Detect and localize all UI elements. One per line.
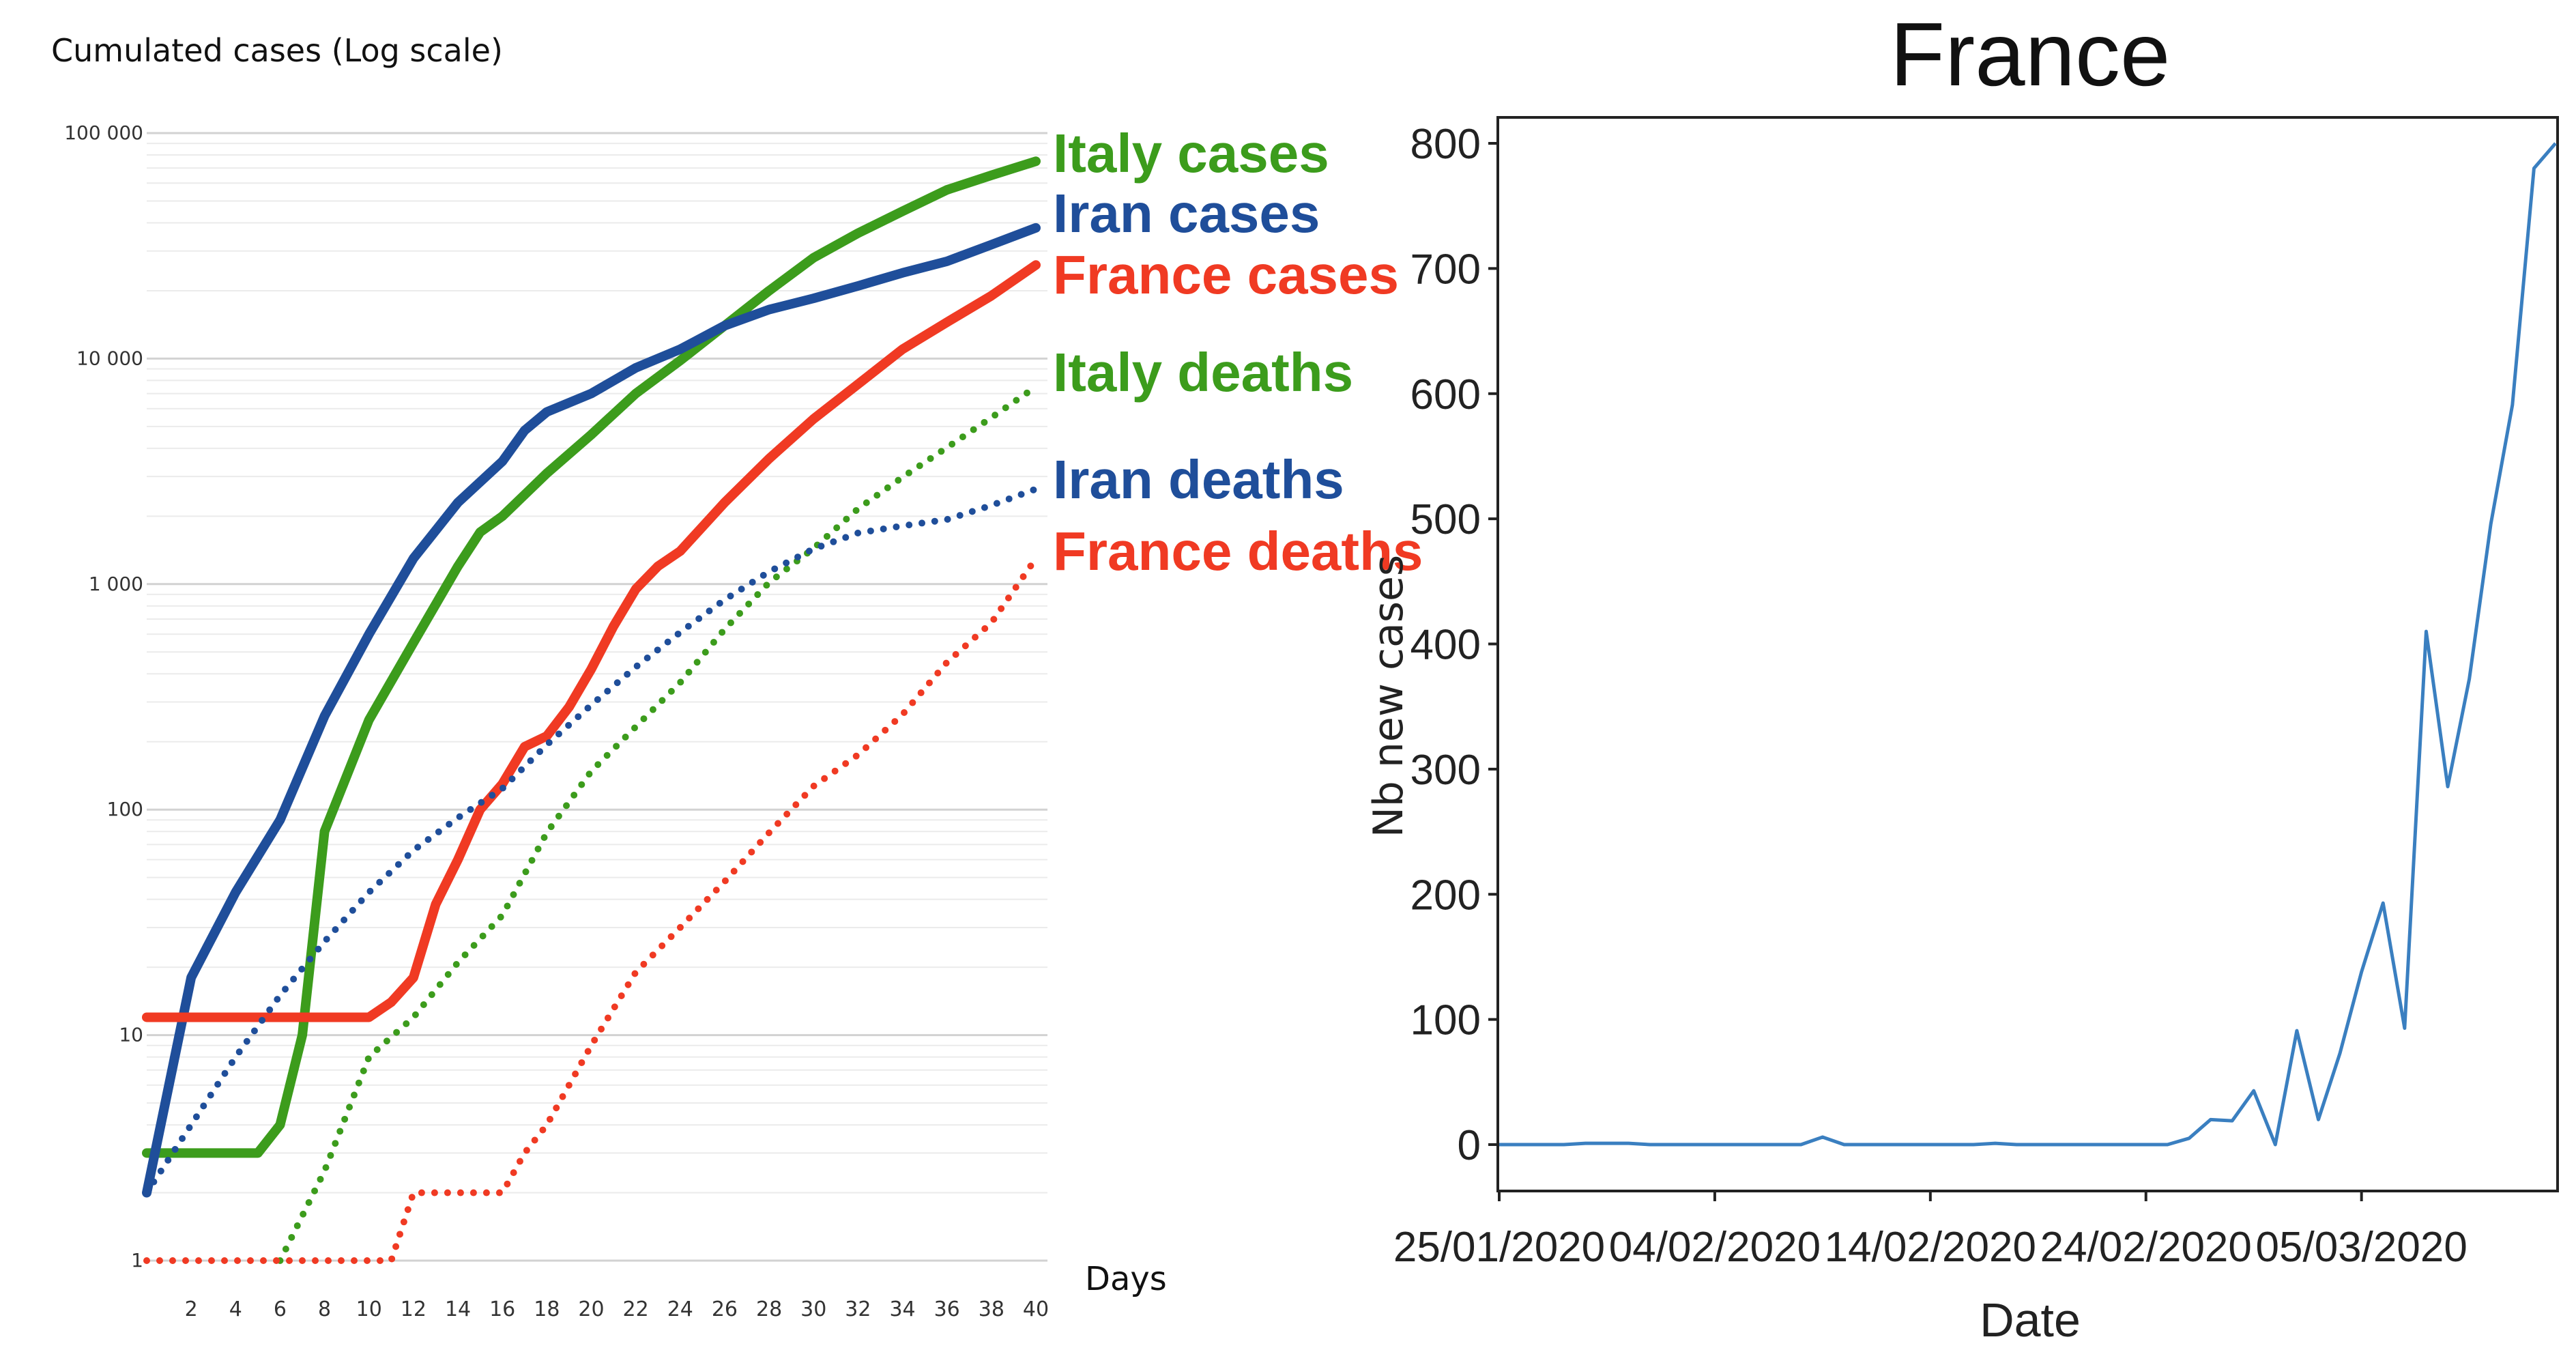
series-france-new-cases-line [1499, 142, 2557, 1147]
left-x-tick-label: 36 [934, 1297, 960, 1321]
series-italy-deaths-line [276, 383, 1039, 1264]
series-iran-cases-line [142, 223, 1041, 1198]
left-x-axis-label: Days [1085, 1260, 1167, 1298]
right-y-tick-label: 500 [1410, 496, 1481, 543]
right-y-tick-label: 200 [1410, 872, 1481, 919]
right-x-axis-label: Date [1980, 1293, 2081, 1347]
series-france-cases-line [142, 260, 1041, 1022]
left-y-tick-label: 100 000 [64, 121, 143, 144]
series-france-deaths-line [143, 555, 1039, 1264]
left-x-tick-label: 30 [800, 1297, 826, 1321]
left-x-tick-label: 32 [845, 1297, 871, 1321]
left-y-tick-label: 10 000 [76, 347, 143, 369]
right-chart-title: France [1890, 4, 2171, 104]
right-plot-frame [1496, 116, 2559, 1192]
right-x-tick-label: 04/02/2020 [1609, 1224, 1821, 1271]
left-x-tick-label: 28 [756, 1297, 782, 1321]
left-y-tick-label: 1 000 [89, 573, 143, 595]
right-y-axis-label: Nb new cases [1365, 555, 1413, 837]
left-x-tick-label: 38 [979, 1297, 1004, 1321]
right-y-tick-label: 400 [1410, 622, 1481, 669]
left-y-tick-labels: 1 10 100 1 000 10 000 100 000 [64, 121, 143, 1272]
left-gridlines [147, 132, 1047, 1262]
right-x-ticks: 25/01/2020 04/02/2020 14/02/2020 24/02/2020… [1393, 1191, 2468, 1271]
left-x-tick-label: 14 [445, 1297, 471, 1321]
left-x-tick-label: 2 [185, 1297, 198, 1321]
legend-italy-deaths: Italy deaths [1053, 342, 1353, 403]
left-y-axis-label: Cumulated cases (Log scale) [51, 32, 503, 69]
right-y-tick-label: 600 [1410, 371, 1481, 418]
right-series [1499, 142, 2557, 1147]
left-x-tick-label: 26 [712, 1297, 738, 1321]
left-x-tick-label: 6 [274, 1297, 287, 1321]
left-x-tick-label: 22 [623, 1297, 649, 1321]
right-y-tick-label: 300 [1410, 747, 1481, 794]
legend-france-cases: France cases [1053, 244, 1399, 305]
left-x-tick-labels: 2 4 6 8 10 12 14 16 18 20 22 24 26 28 30 32 34 36 38 40 [185, 1297, 1049, 1321]
legend-france-deaths: France deaths [1053, 521, 1423, 582]
left-x-tick-label: 34 [889, 1297, 915, 1321]
right-y-tick-label: 0 [1458, 1122, 1481, 1169]
series-italy-cases-line [142, 156, 1041, 1158]
legend-italy-cases: Italy cases [1053, 123, 1329, 184]
left-x-tick-label: 8 [318, 1297, 331, 1321]
right-x-tick-label: 14/02/2020 [1825, 1224, 2036, 1271]
right-x-tick-label: 25/01/2020 [1393, 1224, 1605, 1271]
left-x-tick-label: 40 [1023, 1297, 1049, 1321]
left-x-tick-label: 4 [229, 1297, 242, 1321]
left-x-tick-label: 20 [578, 1297, 604, 1321]
series-iran-deaths-line [143, 485, 1039, 1196]
right-y-tick-label: 800 [1410, 121, 1481, 168]
right-y-tick-label: 100 [1410, 997, 1481, 1044]
left-series [142, 156, 1041, 1264]
right-y-ticks: 0 100 200 300 400 500 600 700 800 [1410, 121, 1498, 1169]
left-y-tick-label: 10 [119, 1024, 143, 1046]
right-y-tick-label: 700 [1410, 246, 1481, 293]
left-x-tick-label: 10 [356, 1297, 382, 1321]
left-x-tick-label: 24 [667, 1297, 693, 1321]
left-x-tick-label: 12 [401, 1297, 426, 1321]
left-y-tick-label: 100 [107, 798, 143, 820]
left-x-tick-label: 18 [534, 1297, 560, 1321]
legend-iran-cases: Iran cases [1053, 183, 1320, 244]
right-x-tick-label: 05/03/2020 [2256, 1224, 2468, 1271]
left-y-tick-label: 1 [131, 1249, 143, 1272]
left-x-tick-label: 16 [489, 1297, 515, 1321]
legend-iran-deaths: Iran deaths [1053, 449, 1344, 510]
right-x-tick-label: 24/02/2020 [2040, 1224, 2252, 1271]
france-new-cases-chart: France 0 100 200 300 400 500 600 700 800 25/01/2… [1365, 4, 2559, 1347]
